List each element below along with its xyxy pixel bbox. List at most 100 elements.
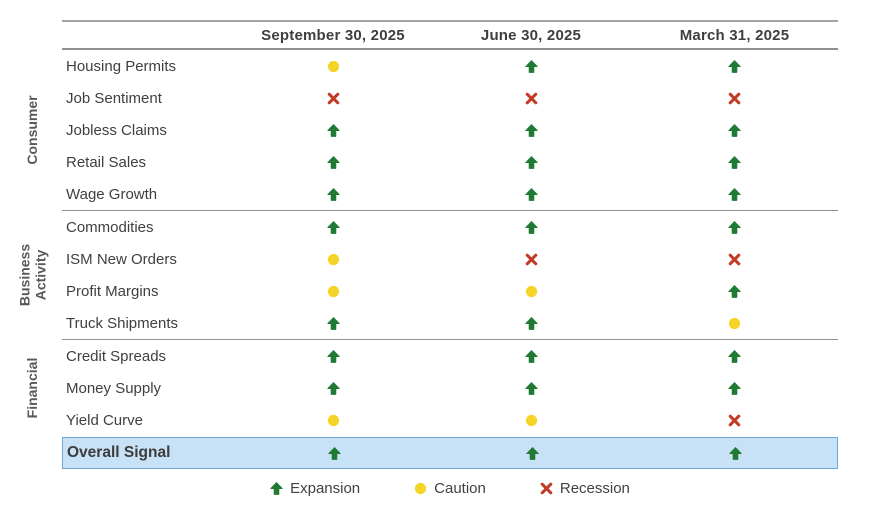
signal-cell	[431, 59, 631, 73]
signal-cell	[631, 187, 838, 201]
column-header-mar: March 31, 2025	[679, 26, 790, 44]
row-label-job-sentiment: Job Sentiment	[66, 89, 162, 107]
table-header-row: September 30, 2025 June 30, 2025 March 3…	[62, 20, 838, 50]
signal-cell	[431, 316, 631, 330]
legend-item-caution: Caution	[414, 480, 486, 497]
signal-cell	[235, 349, 431, 363]
signal-cell	[235, 155, 431, 169]
table-row: Jobless Claims	[62, 114, 838, 146]
expansion-icon	[728, 284, 741, 298]
recession-icon	[728, 92, 741, 104]
expansion-icon	[728, 220, 741, 234]
row-label-commodities: Commodities	[66, 218, 154, 236]
expansion-icon	[524, 59, 538, 73]
expansion-icon	[728, 155, 741, 169]
signal-cell	[235, 60, 431, 73]
caution-icon	[327, 285, 339, 297]
overall-signal-row: Overall Signal	[62, 437, 838, 469]
group-label: Business Activity	[16, 243, 48, 307]
recession-icon	[728, 414, 741, 426]
signal-cell	[631, 220, 838, 234]
legend-label: Expansion	[290, 480, 361, 497]
signal-cell	[431, 123, 631, 137]
signal-cell	[431, 349, 631, 363]
expansion-icon	[524, 381, 538, 395]
caution-icon	[415, 482, 427, 495]
signal-cell	[631, 349, 838, 363]
signal-cell	[631, 284, 838, 298]
legend-item-recession: Recession	[540, 480, 630, 497]
table-body: Consumer Housing Permits Job Sentiment Jobl…	[16, 50, 838, 436]
signal-cell	[431, 187, 631, 201]
signals-table: September 30, 2025 June 30, 2025 March 3…	[16, 20, 838, 497]
table-row: Yield Curve	[62, 404, 838, 436]
table-row: ISM New Orders	[62, 243, 838, 275]
signal-cell	[431, 414, 631, 427]
legend: Expansion Caution Recession	[62, 480, 838, 497]
row-label-profit-margins: Profit Margins	[66, 282, 159, 300]
row-label-jobless-claims: Jobless Claims	[66, 121, 167, 139]
signal-cell	[431, 220, 631, 234]
column-header-sep: September 30, 2025	[261, 26, 405, 44]
signal-cell	[631, 253, 838, 266]
signal-cell	[235, 381, 431, 395]
row-label-ism-new-orders: ISM New Orders	[66, 250, 177, 268]
signal-cell	[431, 155, 631, 169]
expansion-icon	[728, 349, 741, 363]
legend-label: Caution	[434, 480, 486, 497]
column-header-jun: June 30, 2025	[480, 26, 582, 44]
table-row: Job Sentiment	[62, 82, 838, 114]
expansion-icon	[525, 446, 539, 460]
expansion-icon	[728, 123, 741, 137]
table-row: Credit Spreads	[62, 340, 838, 372]
row-label-retail-sales: Retail Sales	[66, 153, 147, 171]
overall-signal-label: Overall Signal	[67, 444, 171, 461]
overall-signal-cell	[632, 446, 839, 460]
signal-cell	[631, 123, 838, 137]
table-row: Commodities	[62, 211, 838, 243]
signal-cell	[235, 414, 431, 427]
expansion-icon	[524, 123, 538, 137]
group-consumer: Consumer Housing Permits Job Sentiment Jobl…	[24, 50, 838, 211]
signal-cell	[431, 285, 631, 298]
expansion-icon	[524, 220, 538, 234]
signal-cell	[235, 92, 431, 105]
caution-icon	[525, 414, 537, 426]
signal-cell	[431, 92, 631, 105]
table-row: Retail Sales	[62, 146, 838, 178]
legend-label: Recession	[559, 480, 630, 497]
group-label: Consumer	[24, 95, 41, 165]
expansion-icon	[524, 349, 538, 363]
recession-icon	[525, 92, 537, 104]
recession-icon	[327, 92, 339, 104]
overall-signal-cell	[236, 446, 432, 460]
caution-icon	[327, 60, 339, 72]
signal-cell	[431, 253, 631, 266]
table-row: Truck Shipments	[62, 307, 838, 339]
expansion-icon	[327, 446, 341, 460]
expansion-icon	[326, 123, 340, 137]
row-label-money-supply: Money Supply	[66, 379, 162, 397]
signal-cell	[235, 187, 431, 201]
expansion-icon	[524, 187, 538, 201]
signal-cell	[235, 285, 431, 298]
recession-icon	[540, 482, 553, 495]
overall-signal-cell	[432, 446, 632, 460]
caution-icon	[327, 414, 339, 426]
expansion-icon	[326, 381, 340, 395]
row-label-truck-shipments: Truck Shipments	[66, 314, 178, 332]
recession-icon	[728, 253, 741, 265]
expansion-icon	[326, 155, 340, 169]
expansion-icon	[728, 187, 741, 201]
table-row: Money Supply	[62, 372, 838, 404]
row-label-credit-spreads: Credit Spreads	[66, 347, 167, 365]
signal-cell	[235, 253, 431, 266]
expansion-icon	[326, 349, 340, 363]
table-row: Wage Growth	[62, 178, 838, 210]
signal-cell	[631, 92, 838, 105]
signal-cell	[631, 381, 838, 395]
signal-cell	[631, 317, 838, 330]
signal-cell	[631, 414, 838, 427]
table-row: Profit Margins	[62, 275, 838, 307]
